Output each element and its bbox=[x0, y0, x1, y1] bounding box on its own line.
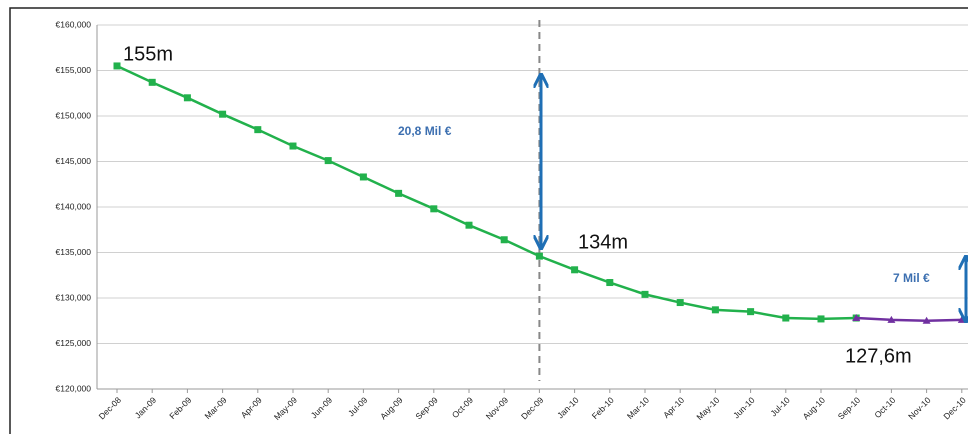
marker bbox=[641, 290, 649, 298]
marker bbox=[395, 189, 403, 197]
x-tick-label: Feb-10 bbox=[590, 395, 616, 421]
grid: €120,000 €125,000 €130,000 €135,000 €140,000… bbox=[56, 19, 968, 422]
x-tick-label: Apr-09 bbox=[239, 395, 264, 420]
annotation: 20,8 Mil € bbox=[398, 124, 452, 138]
marker bbox=[922, 316, 931, 324]
marker bbox=[183, 94, 191, 102]
x-tick-label: Oct-09 bbox=[450, 395, 475, 420]
y-tick-label: €160,000 bbox=[56, 19, 92, 29]
marker bbox=[113, 62, 121, 70]
annotation: 155m bbox=[123, 43, 173, 65]
x-tick-label: May-09 bbox=[272, 395, 299, 422]
marker bbox=[676, 299, 684, 307]
y-tick-label: €120,000 bbox=[56, 383, 92, 393]
x-tick-label: Jun-09 bbox=[309, 395, 335, 421]
marker bbox=[782, 314, 790, 322]
marker bbox=[817, 315, 825, 323]
x-tick-label: Sep-09 bbox=[413, 395, 440, 422]
x-tick-label: Dec-09 bbox=[519, 395, 546, 422]
y-tick-label: €145,000 bbox=[56, 156, 92, 166]
x-tick-label: Apr-10 bbox=[661, 395, 686, 420]
series-line bbox=[856, 316, 962, 323]
marker bbox=[852, 314, 861, 322]
marker bbox=[606, 279, 614, 287]
y-tick-label: €135,000 bbox=[56, 247, 92, 257]
marker bbox=[711, 306, 719, 314]
y-tick-label: €155,000 bbox=[56, 65, 92, 75]
marker bbox=[571, 266, 579, 274]
x-tick-label: May-10 bbox=[694, 395, 721, 422]
x-tick-label: Nov-09 bbox=[484, 395, 511, 422]
annotation: 134m bbox=[578, 231, 628, 253]
x-tick-label: Oct-10 bbox=[872, 395, 897, 420]
y-tick-label: €125,000 bbox=[56, 338, 92, 348]
marker bbox=[289, 142, 297, 150]
marker bbox=[324, 157, 332, 165]
marker bbox=[887, 315, 896, 323]
marker bbox=[359, 173, 367, 181]
plot bbox=[113, 62, 966, 324]
marker bbox=[535, 252, 543, 260]
marker bbox=[254, 126, 262, 134]
x-tick-label: Aug-09 bbox=[378, 395, 405, 422]
marker bbox=[500, 236, 508, 244]
x-tick-label: Jun-10 bbox=[731, 395, 757, 421]
x-tick-label: Feb-09 bbox=[167, 395, 193, 421]
annotation: 7 Mil € bbox=[893, 271, 930, 285]
y-tick-label: €130,000 bbox=[56, 292, 92, 302]
x-tick-label: Aug-10 bbox=[801, 395, 828, 422]
x-tick-label: Dec-08 bbox=[97, 395, 124, 422]
x-tick-label: Jul-10 bbox=[768, 395, 792, 419]
series-line bbox=[116, 64, 857, 321]
x-tick-label: Mar-10 bbox=[625, 395, 651, 421]
annotation: 127,6m bbox=[845, 345, 912, 367]
marker bbox=[148, 78, 156, 86]
x-tick-label: Jan-10 bbox=[555, 395, 581, 421]
x-tick-label: Mar-09 bbox=[202, 395, 228, 421]
marker bbox=[430, 205, 438, 213]
frame bbox=[9, 7, 968, 434]
marker bbox=[465, 221, 473, 229]
y-tick-label: €150,000 bbox=[56, 110, 92, 120]
y-tick-label: €140,000 bbox=[56, 201, 92, 211]
x-tick-label: Dec-10 bbox=[941, 395, 968, 422]
marker bbox=[219, 110, 227, 118]
x-tick-label: Jan-09 bbox=[133, 395, 159, 421]
x-tick-label: Jul-09 bbox=[346, 395, 370, 419]
x-tick-label: Nov-10 bbox=[906, 395, 933, 422]
x-tick-label: Sep-10 bbox=[836, 395, 863, 422]
marker bbox=[747, 308, 755, 316]
